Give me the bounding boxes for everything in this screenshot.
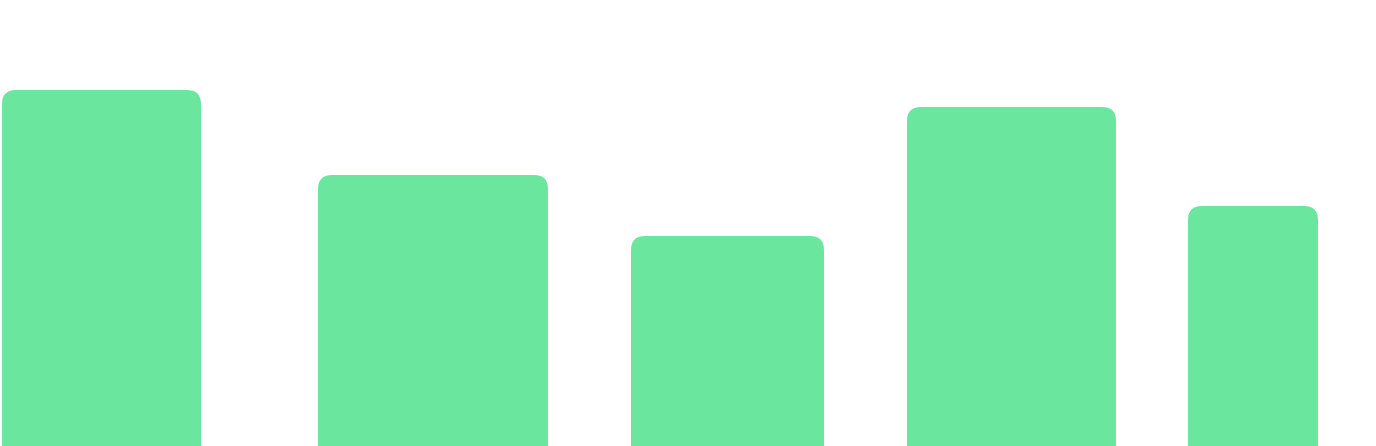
bar-1 [2, 90, 201, 446]
bar-2 [318, 175, 548, 446]
bar-4 [907, 107, 1116, 446]
bar-3 [631, 236, 824, 446]
bar-5 [1188, 206, 1318, 446]
